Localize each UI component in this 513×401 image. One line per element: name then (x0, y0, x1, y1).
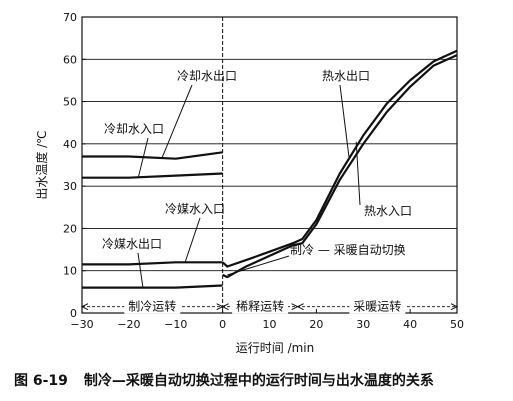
period-label-bg (124, 298, 181, 314)
series-layer (82, 49, 458, 289)
period-label: 稀释运转 (236, 299, 284, 314)
period-label: 采暖运转 (353, 299, 401, 314)
series-label: 冷媒水出口 (102, 237, 162, 251)
y-tick-label: 30 (63, 180, 77, 193)
gridlines (82, 58, 457, 272)
x-tick-label: 10 (263, 318, 277, 331)
x-tick-label: −20 (117, 318, 140, 331)
period-label-bg (349, 298, 406, 314)
x-tick-label: −10 (164, 318, 187, 331)
series-line (221, 49, 458, 268)
y-tick-label: 40 (63, 138, 77, 151)
series-line (82, 172, 223, 179)
period-label-bg (232, 298, 289, 314)
switch-leader (227, 255, 290, 276)
x-tick-label: 50 (450, 318, 464, 331)
figure-caption: 图 6-19 制冷—采暖自动切换过程中的运行时间与出水温度的关系 (0, 370, 513, 390)
y-axis-ticks: 0 10 20 30 40 50 60 70 (63, 11, 86, 320)
switch-annotation: 制冷 — 采暖自动切换 (290, 243, 406, 257)
series-label: 热水入口 (364, 204, 412, 218)
y-tick-label: 0 (70, 307, 77, 320)
leader-line (355, 141, 361, 206)
caption-number: 图 6-19 (14, 373, 68, 389)
leader-line (137, 252, 144, 288)
period-arrow (221, 303, 229, 311)
series-label: 冷媒水入口 (165, 202, 225, 216)
x-tick-label: 30 (356, 318, 370, 331)
caption-text: 制冷—采暖自动切换过程中的运行时间与出水温度的关系 (83, 373, 434, 389)
x-tick-label: 0 (219, 318, 226, 331)
y-axis-label: 出水温度 /℃ (34, 130, 49, 199)
plot-frame (81, 16, 458, 314)
y-tick-label: 20 (63, 222, 77, 235)
x-tick-label: 20 (309, 318, 323, 331)
series-line (222, 54, 458, 279)
leader-line (161, 84, 193, 159)
period-label: 制冷运转 (128, 299, 176, 314)
period-arrow (296, 303, 304, 311)
y-tick-label: 60 (63, 53, 77, 66)
period-arrow (80, 303, 89, 311)
periods-layer: 制冷运转 稀释运转 采暖运转 (80, 298, 459, 314)
series-label: 冷却水入口 (104, 122, 164, 136)
series-label: 冷却水出口 (177, 69, 237, 83)
series-line (82, 151, 223, 160)
y-tick-label: 50 (63, 96, 77, 109)
x-axis-label: 运行时间 /min (236, 341, 315, 355)
x-axis-ticks: −30 −20 −10 0 10 20 30 40 50 (70, 309, 464, 331)
leader-line (137, 137, 149, 178)
leader-line (339, 84, 350, 159)
series-line (82, 284, 223, 289)
series-label: 热水出口 (322, 69, 370, 83)
y-tick-label: 70 (63, 11, 77, 24)
leader-line (184, 217, 201, 263)
series-line (82, 261, 223, 266)
x-tick-label: 40 (403, 318, 417, 331)
y-tick-label: 10 (63, 265, 77, 278)
x-tick-label: −30 (70, 318, 93, 331)
period-arrow (450, 303, 459, 311)
